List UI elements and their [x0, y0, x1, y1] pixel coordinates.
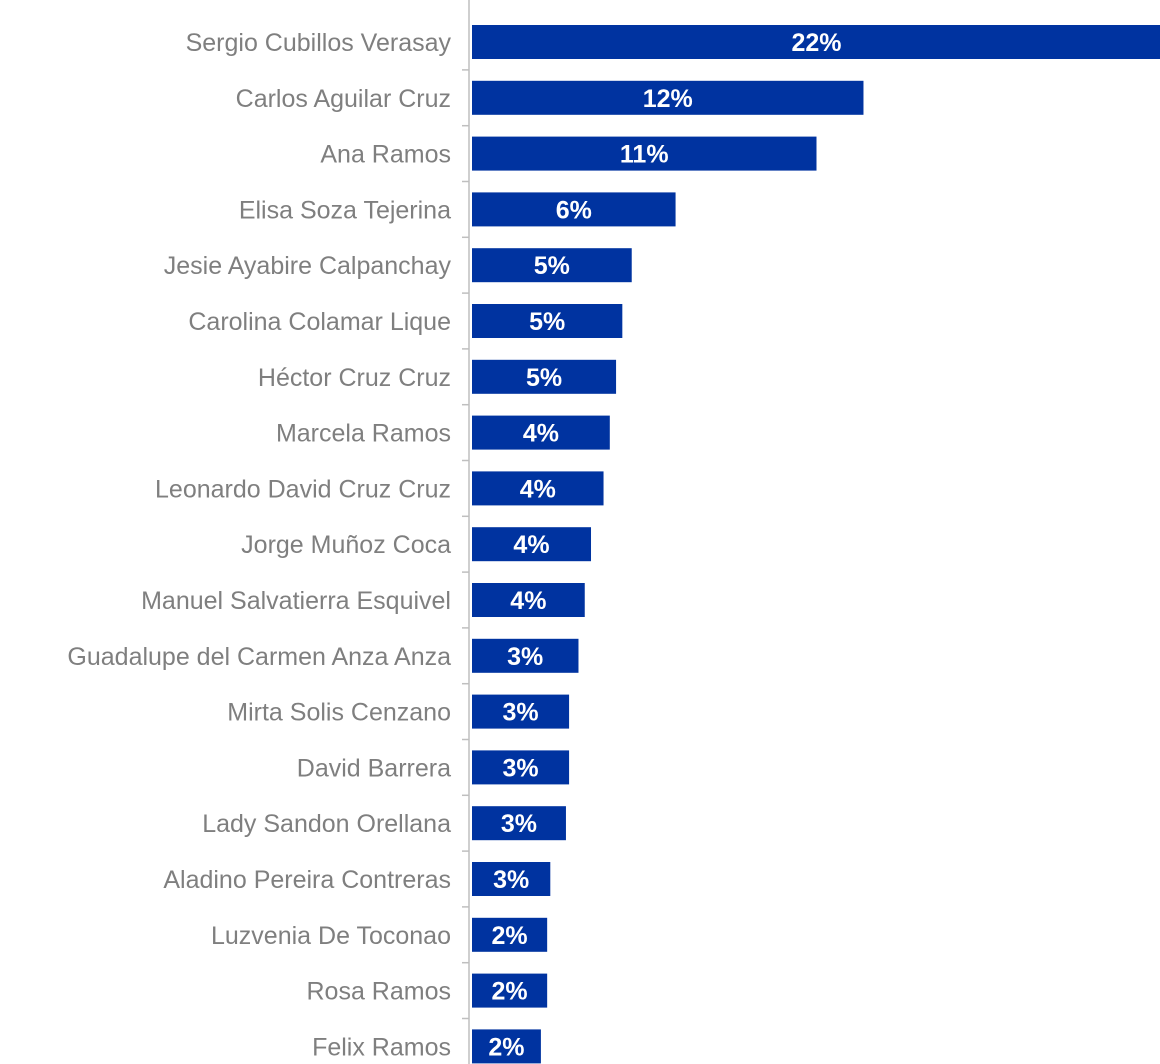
category-label: Lady Sandon Orellana — [202, 810, 451, 838]
category-label: Elisa Soza Tejerina — [239, 196, 451, 224]
bar-data-label: 3% — [507, 643, 543, 671]
category-label: Jesie Ayabire Calpanchay — [164, 252, 452, 280]
category-labels: Sergio Cubillos Verasay Carlos Aguilar Cr… — [67, 29, 451, 1061]
category-label: Leonardo David Cruz Cruz — [155, 475, 451, 503]
bar-data-label: 3% — [493, 866, 529, 894]
bar — [472, 694, 570, 729]
category-label: Héctor Cruz Cruz — [258, 364, 451, 392]
category-label: Carlos Aguilar Cruz — [236, 85, 451, 113]
bar — [472, 862, 551, 896]
bar — [472, 304, 623, 338]
category-label: Ana Ramos — [320, 141, 451, 169]
category-label: Jorge Muñoz Coca — [241, 531, 451, 559]
bar — [472, 25, 1160, 59]
bar — [472, 917, 548, 952]
category-label: David Barrera — [297, 754, 451, 782]
category-label: Carolina Colamar Lique — [188, 308, 451, 336]
bar-data-label: 4% — [520, 475, 556, 503]
bar-data-label: 5% — [534, 252, 570, 280]
category-label: Felix Ramos — [312, 1033, 451, 1061]
category-label: Guadalupe del Carmen Anza Anza — [67, 643, 451, 671]
bar-data-label: 5% — [529, 308, 565, 336]
bar-data-label: 11% — [620, 141, 669, 169]
bar — [472, 136, 817, 171]
bar-data-label: 4% — [513, 531, 549, 559]
bar-data-label: 2% — [492, 978, 528, 1006]
bar — [472, 973, 548, 1008]
category-axis — [462, 0, 470, 1064]
bar-data-label: 2% — [488, 1033, 524, 1061]
bar — [472, 750, 570, 785]
bar — [472, 583, 585, 617]
category-label: Sergio Cubillos Verasay — [186, 29, 452, 57]
category-label: Aladino Pereira Contreras — [163, 866, 451, 894]
bar-data-label: 4% — [510, 587, 546, 615]
bar-data-label: 5% — [526, 364, 562, 392]
bar — [472, 415, 610, 450]
bar-data-label: 2% — [492, 922, 528, 950]
bar-data-label: 4% — [523, 420, 559, 448]
category-label: Mirta Solis Cenzano — [227, 699, 451, 727]
bar — [472, 806, 566, 841]
bars: 22% 12% 11% 6% 5% 5% 5% 4% 4% 4% 4% 3% 3% 3% 3% 3% 2% 2% 2… — [472, 25, 1160, 1064]
bar — [472, 359, 617, 394]
bar — [472, 638, 579, 673]
bar-data-label: 3% — [502, 754, 538, 782]
bar — [472, 471, 604, 506]
bar — [472, 527, 592, 562]
bar — [472, 248, 632, 283]
category-label: Rosa Ramos — [307, 978, 452, 1006]
bar-data-label: 6% — [556, 196, 592, 224]
bar-data-label: 22% — [791, 29, 841, 57]
bar-data-label: 3% — [501, 810, 537, 838]
bar-data-label: 3% — [502, 699, 538, 727]
bar — [472, 80, 864, 115]
category-label: Marcela Ramos — [276, 420, 451, 448]
bar-data-label: 12% — [643, 85, 693, 113]
bar — [472, 192, 676, 227]
bar — [472, 1029, 541, 1064]
category-label: Manuel Salvatierra Esquivel — [141, 587, 451, 615]
category-label: Luzvenia De Toconao — [211, 922, 451, 950]
